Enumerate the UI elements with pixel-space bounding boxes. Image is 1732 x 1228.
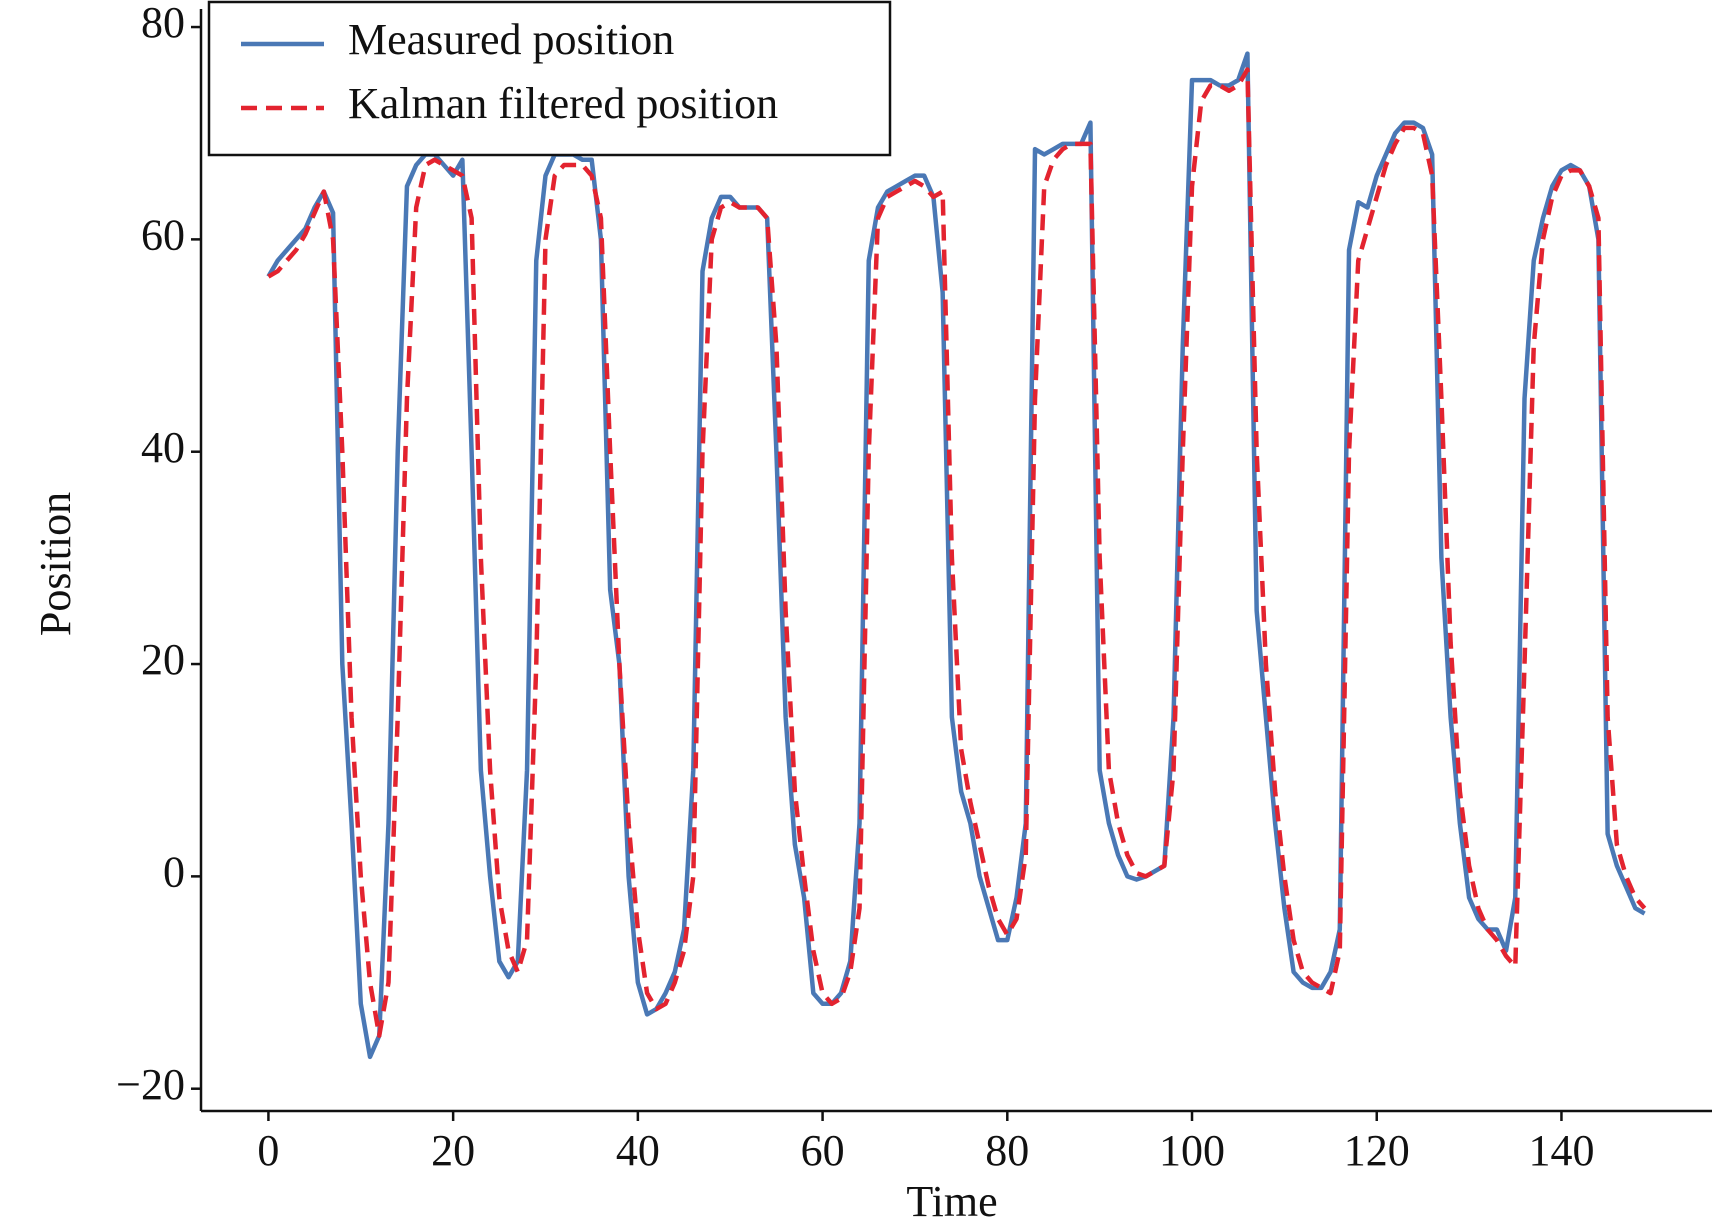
x-axis-label: Time [906,1177,997,1226]
y-tick-label: −20 [116,1060,185,1109]
x-tick-label: 0 [257,1126,279,1175]
y-axis-label: Position [31,492,80,636]
x-tick-label: 140 [1528,1126,1594,1175]
x-tick-label: 60 [801,1126,845,1175]
series-line [267,67,1647,1038]
legend-label: Measured position [348,15,674,64]
y-tick-label: 40 [141,423,185,472]
x-tick-label: 100 [1159,1126,1225,1175]
y-tick-label: 0 [163,847,185,896]
y-tick-label: 60 [141,210,185,259]
x-tick-label: 40 [616,1126,660,1175]
y-tick-label: 80 [141,0,185,47]
x-tick-label: 120 [1344,1126,1410,1175]
x-tick-label: 80 [985,1126,1029,1175]
series-line [266,51,1646,1060]
y-tick-label: 20 [141,635,185,684]
x-tick-label: 20 [431,1126,475,1175]
legend-box [207,0,892,157]
legend-label: Kalman filtered position [348,79,778,128]
